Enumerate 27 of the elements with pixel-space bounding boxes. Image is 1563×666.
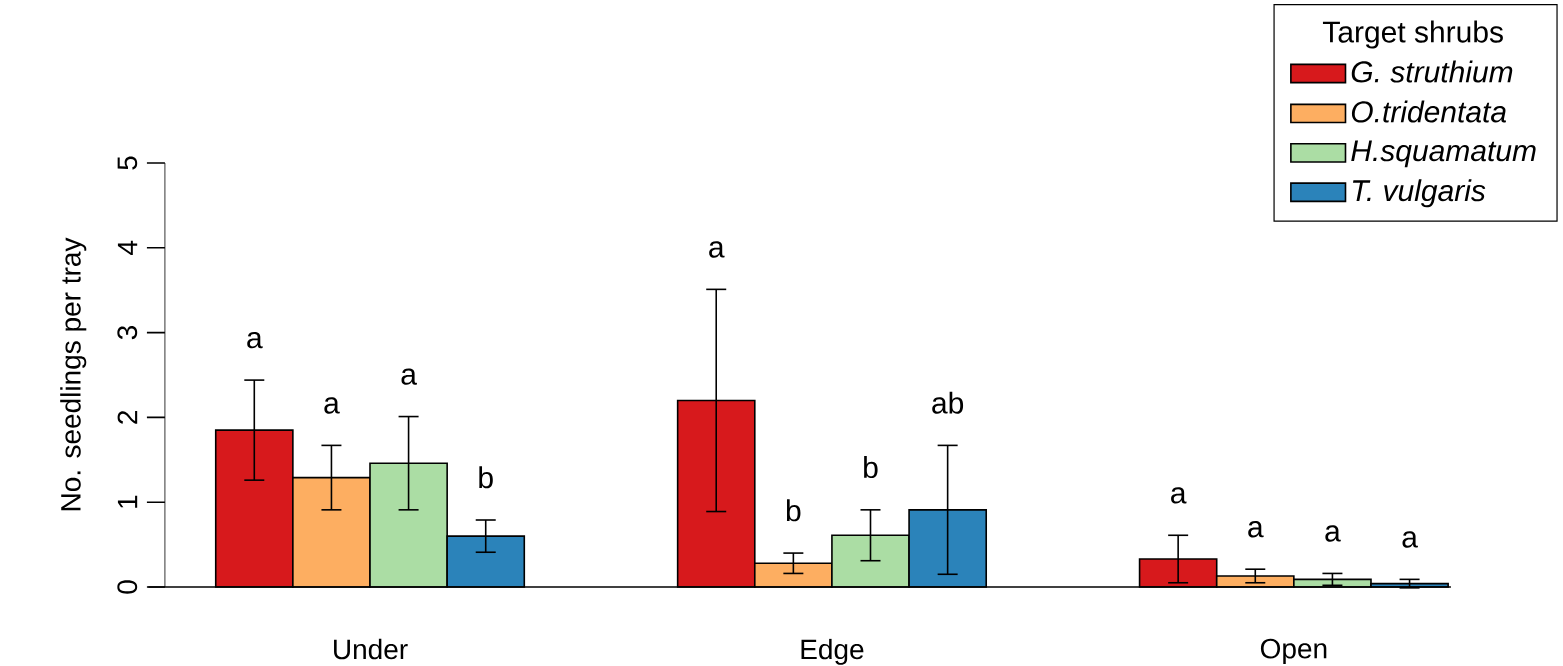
x-tick-label: Edge: [801, 638, 864, 665]
annotation: b: [864, 456, 878, 479]
y-tick-label: 1: [117, 495, 138, 508]
x-tick-label: Under: [334, 638, 408, 660]
y-tick-label: 5: [117, 156, 138, 170]
y-tick-label: 2: [117, 411, 138, 424]
annotation: a: [709, 241, 725, 258]
annotation: a: [247, 331, 263, 349]
legend-label: H.squamatum: [1351, 140, 1536, 168]
annotation: a: [1248, 521, 1264, 538]
annotation: ab: [932, 391, 964, 414]
legend-label: T. vulgaris: [1353, 179, 1486, 208]
legend-title: Target shrubs: [1322, 20, 1503, 49]
annotation: a: [324, 397, 340, 414]
y-tick-label: 4: [117, 240, 138, 255]
annotation: a: [401, 368, 417, 385]
legend-label: G. struthium: [1351, 60, 1513, 83]
annotation: a: [1402, 531, 1418, 548]
x-tick-label: Open: [1260, 638, 1327, 665]
annotation: a: [1171, 487, 1187, 504]
annotation: b: [479, 466, 493, 489]
legend-label: O.tridentata: [1351, 100, 1507, 123]
y-tick-label: 3: [117, 326, 138, 340]
y-tick-label: 0: [117, 580, 138, 594]
annotation: a: [1325, 525, 1341, 542]
annotation: b: [786, 499, 801, 522]
y-axis-title: No. seedlings per tray: [60, 237, 87, 511]
